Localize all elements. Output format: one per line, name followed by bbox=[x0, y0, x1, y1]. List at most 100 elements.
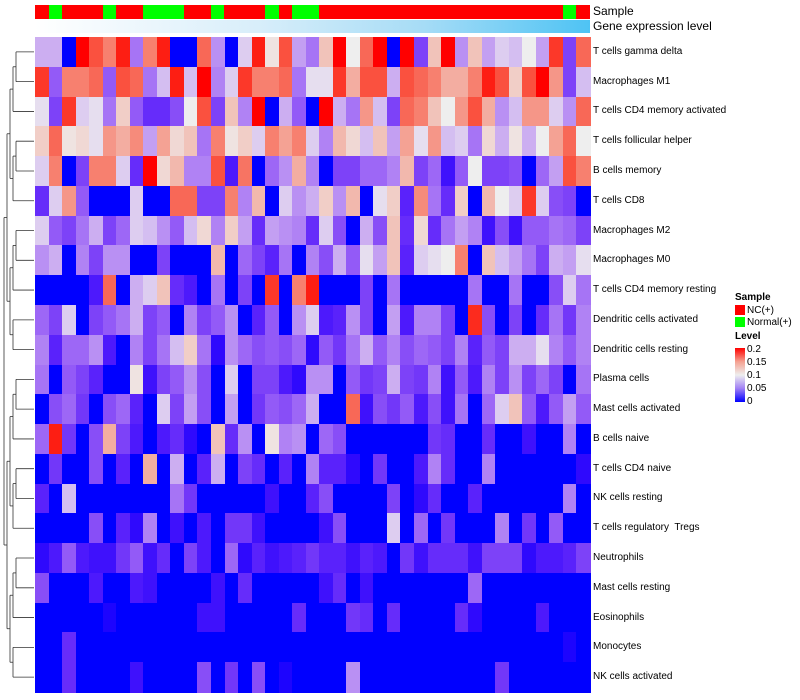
heatmap-cell bbox=[454, 543, 469, 574]
heatmap-cell bbox=[562, 662, 578, 693]
heatmap-cell bbox=[129, 96, 144, 127]
heatmap-cell bbox=[278, 632, 293, 663]
row-dendrogram bbox=[3, 51, 34, 678]
heatmap-cell bbox=[48, 662, 63, 693]
heatmap-cell bbox=[143, 304, 158, 336]
heatmap-cell bbox=[183, 602, 199, 634]
heatmap-cell bbox=[508, 424, 523, 455]
heatmap-cell bbox=[454, 304, 469, 336]
heatmap-cell bbox=[562, 185, 578, 217]
heatmap-cell bbox=[427, 513, 442, 544]
heatmap-cell bbox=[48, 424, 63, 455]
heatmap-cell bbox=[454, 424, 469, 455]
heatmap-cell bbox=[305, 96, 320, 127]
heatmap-cell bbox=[156, 215, 171, 246]
heatmap-cell bbox=[197, 662, 212, 693]
heatmap-cell bbox=[495, 424, 510, 455]
heatmap-cell bbox=[210, 156, 226, 187]
heatmap-cell bbox=[319, 275, 334, 306]
heatmap-cell bbox=[332, 96, 347, 127]
heatmap-cell bbox=[427, 632, 442, 663]
heatmap-cell bbox=[400, 37, 415, 68]
heatmap-cell bbox=[332, 185, 347, 217]
sample-annotation-cell bbox=[535, 5, 550, 19]
row-label: Mast cells resting bbox=[593, 581, 671, 593]
heatmap-cell bbox=[292, 632, 307, 663]
heatmap-cell bbox=[305, 156, 320, 187]
heatmap-cell bbox=[89, 275, 104, 306]
heatmap-cell bbox=[197, 245, 212, 276]
heatmap-cell bbox=[170, 364, 185, 395]
sample-annotation-cell bbox=[62, 5, 76, 19]
heatmap-cell bbox=[535, 185, 550, 217]
heatmap-cell bbox=[75, 513, 90, 544]
heatmap-cell bbox=[549, 543, 564, 574]
heatmap-cell bbox=[332, 156, 347, 187]
heatmap-cell bbox=[373, 96, 388, 127]
heatmap-cell bbox=[481, 156, 496, 187]
heatmap-cell bbox=[251, 185, 266, 217]
level-tick: 0.2 bbox=[747, 344, 761, 355]
heatmap-cell bbox=[535, 66, 550, 98]
heatmap-cell bbox=[251, 602, 266, 634]
heatmap-cell bbox=[62, 602, 77, 634]
heatmap-cell bbox=[183, 453, 199, 485]
heatmap-cell bbox=[102, 572, 117, 604]
heatmap-cell bbox=[238, 334, 253, 366]
heatmap-cell bbox=[414, 602, 429, 634]
heatmap-cell bbox=[116, 96, 131, 127]
heatmap-cell bbox=[89, 156, 104, 187]
heatmap-cell bbox=[305, 275, 320, 306]
heatmap-cell bbox=[441, 364, 456, 395]
heatmap-cell bbox=[386, 453, 402, 485]
heatmap-cell bbox=[522, 453, 537, 485]
heatmap-cell bbox=[414, 543, 429, 574]
heatmap-cell bbox=[319, 156, 334, 187]
heatmap-cell bbox=[62, 215, 77, 246]
heatmap-cell bbox=[292, 513, 307, 544]
heatmap-cell bbox=[251, 572, 266, 604]
heatmap-cell bbox=[495, 334, 510, 366]
heatmap-cell bbox=[373, 483, 388, 514]
heatmap-cell bbox=[183, 483, 199, 514]
heatmap-cell bbox=[89, 543, 104, 574]
heatmap-cell bbox=[576, 304, 591, 336]
heatmap-cell bbox=[210, 304, 226, 336]
heatmap-cell bbox=[305, 632, 320, 663]
level-tick: 0 bbox=[747, 396, 753, 407]
heatmap-cell bbox=[210, 126, 226, 157]
heatmap-cell bbox=[332, 364, 347, 395]
heatmap-cell bbox=[562, 632, 578, 663]
heatmap-cell bbox=[265, 662, 280, 693]
legend-item-label: NC(+) bbox=[747, 304, 774, 316]
heatmap-cell bbox=[210, 632, 226, 663]
heatmap-cell bbox=[224, 364, 239, 395]
heatmap-cell bbox=[359, 185, 374, 217]
heatmap-cell bbox=[116, 126, 131, 157]
heatmap-cell bbox=[576, 96, 591, 127]
heatmap-cell bbox=[143, 453, 158, 485]
heatmap-cell bbox=[549, 37, 564, 68]
heatmap-cell bbox=[359, 364, 374, 395]
heatmap-cell bbox=[210, 572, 226, 604]
heatmap-cell bbox=[481, 543, 496, 574]
sample-annotation-cell bbox=[197, 5, 211, 19]
heatmap-cell bbox=[183, 662, 199, 693]
heatmap-cell bbox=[522, 513, 537, 544]
sample-annotation-cell bbox=[562, 5, 577, 19]
heatmap-cell bbox=[454, 572, 469, 604]
heatmap-cell bbox=[535, 364, 550, 395]
heatmap-cell bbox=[508, 37, 523, 68]
heatmap-cell bbox=[562, 66, 578, 98]
heatmap-cell bbox=[143, 632, 158, 663]
heatmap-cell bbox=[535, 513, 550, 544]
heatmap-cell bbox=[346, 364, 361, 395]
heatmap-cell bbox=[183, 37, 199, 68]
heatmap-cell bbox=[75, 424, 90, 455]
heatmap-cell bbox=[535, 96, 550, 127]
heatmap-cell bbox=[359, 572, 374, 604]
heatmap-cell bbox=[535, 275, 550, 306]
heatmap-cell bbox=[346, 394, 361, 425]
heatmap-cell bbox=[359, 632, 374, 663]
heatmap-cell bbox=[170, 126, 185, 157]
